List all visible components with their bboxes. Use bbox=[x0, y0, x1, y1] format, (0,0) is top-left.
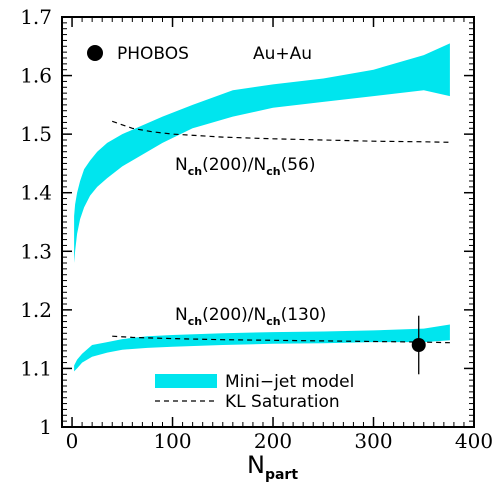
mini-jet-band-0 bbox=[74, 43, 450, 264]
x-tick-label-1: 100 bbox=[153, 429, 191, 453]
system-label: Au+Au bbox=[253, 44, 312, 64]
x-tick-label-2: 200 bbox=[254, 429, 292, 453]
y-tick-label-2: 1.2 bbox=[20, 298, 52, 322]
phobos-legend-marker bbox=[87, 45, 103, 61]
lower-ratio-label: Nch(200)/Nch(130) bbox=[175, 305, 326, 328]
mini-jet-band-1 bbox=[74, 324, 450, 372]
kl-saturation-line-1 bbox=[112, 335, 450, 344]
axis-ticks bbox=[62, 16, 475, 428]
x-axis-title: Npart bbox=[247, 451, 298, 482]
kl-saturation-line-0 bbox=[112, 120, 450, 143]
phobos-data-point-0 bbox=[411, 338, 426, 352]
y-tick-label-4: 1.4 bbox=[20, 181, 52, 205]
y-tick-label-1: 1.1 bbox=[20, 356, 52, 380]
y-tick-label-6: 1.6 bbox=[20, 64, 52, 88]
upper-ratio-label: Nch(200)/Nch(56) bbox=[175, 155, 316, 178]
legend-dashed-label: KL Saturation bbox=[225, 392, 340, 412]
phobos-points bbox=[411, 315, 426, 375]
x-tick-label-3: 300 bbox=[354, 429, 392, 453]
y-tick-label-0: 1 bbox=[39, 415, 52, 439]
legend-band-swatch bbox=[155, 374, 217, 388]
y-tick-label-7: 1.7 bbox=[20, 5, 52, 29]
x-tick-label-0: 0 bbox=[66, 429, 79, 453]
phobos-label: PHOBOS bbox=[117, 44, 189, 64]
legend-band-label: Mini−jet model bbox=[225, 372, 354, 392]
mini-jet-bands bbox=[74, 43, 450, 372]
y-tick-label-3: 1.3 bbox=[20, 239, 52, 263]
axis-tick-labels: 0 100 200 300 400 1 1.1 1.2 1.3 1.4 1.5 1.6 1.7 bbox=[20, 5, 493, 453]
y-tick-label-5: 1.5 bbox=[20, 122, 52, 146]
x-tick-label-4: 400 bbox=[455, 429, 493, 453]
kl-saturation-lines bbox=[112, 120, 450, 344]
